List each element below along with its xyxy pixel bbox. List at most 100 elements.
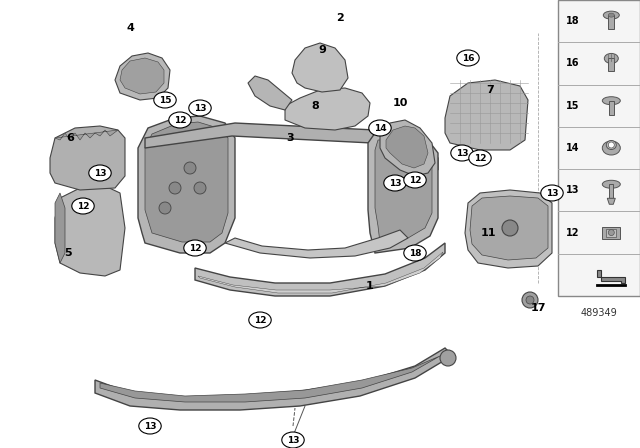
Ellipse shape — [369, 120, 391, 136]
Text: 13: 13 — [144, 422, 156, 431]
Text: 16: 16 — [461, 53, 474, 63]
Text: 12: 12 — [77, 202, 89, 211]
Bar — [608, 58, 614, 71]
Polygon shape — [120, 58, 164, 94]
Ellipse shape — [282, 432, 304, 448]
Ellipse shape — [384, 175, 406, 191]
Polygon shape — [375, 140, 432, 243]
Text: 13: 13 — [287, 435, 300, 444]
Text: 12: 12 — [253, 315, 266, 324]
Ellipse shape — [154, 92, 176, 108]
Polygon shape — [386, 126, 428, 168]
Polygon shape — [100, 356, 440, 402]
Text: 16: 16 — [566, 58, 579, 69]
Bar — [602, 227, 620, 239]
Text: 14: 14 — [566, 143, 579, 153]
Polygon shape — [285, 88, 370, 130]
Text: 6: 6 — [66, 133, 74, 143]
Polygon shape — [50, 126, 125, 190]
Polygon shape — [55, 130, 118, 140]
Bar — [558, 0, 640, 296]
Text: 3: 3 — [286, 133, 294, 143]
Polygon shape — [380, 120, 435, 176]
Ellipse shape — [541, 185, 563, 201]
Text: 15: 15 — [566, 101, 579, 111]
Ellipse shape — [249, 312, 271, 328]
Polygon shape — [470, 196, 548, 260]
Bar — [609, 184, 613, 198]
Bar — [608, 15, 614, 29]
Ellipse shape — [602, 141, 620, 155]
Polygon shape — [145, 123, 438, 170]
Text: 12: 12 — [189, 244, 201, 253]
Polygon shape — [445, 80, 528, 150]
Text: 13: 13 — [456, 148, 468, 158]
Ellipse shape — [602, 180, 620, 188]
Text: 489349: 489349 — [580, 308, 618, 318]
Ellipse shape — [184, 240, 206, 256]
Ellipse shape — [169, 112, 191, 128]
Text: 4: 4 — [126, 23, 134, 33]
Ellipse shape — [468, 150, 492, 166]
Polygon shape — [195, 243, 445, 296]
Polygon shape — [95, 348, 450, 410]
Text: 13: 13 — [388, 178, 401, 188]
Text: 8: 8 — [311, 101, 319, 111]
Text: 18: 18 — [566, 16, 580, 26]
Text: 13: 13 — [93, 168, 106, 177]
Polygon shape — [248, 76, 292, 110]
Ellipse shape — [606, 141, 616, 150]
Circle shape — [608, 142, 614, 148]
Circle shape — [184, 162, 196, 174]
Polygon shape — [145, 122, 228, 242]
Ellipse shape — [189, 100, 211, 116]
Polygon shape — [225, 230, 408, 258]
Bar — [606, 228, 616, 237]
Text: 1: 1 — [366, 281, 374, 291]
Circle shape — [194, 182, 206, 194]
Polygon shape — [55, 193, 65, 263]
Text: 14: 14 — [374, 124, 387, 133]
Circle shape — [526, 296, 534, 304]
Polygon shape — [465, 190, 552, 268]
Text: 12: 12 — [409, 176, 421, 185]
Polygon shape — [292, 43, 348, 92]
Ellipse shape — [457, 50, 479, 66]
Circle shape — [502, 220, 518, 236]
Bar — [609, 101, 614, 115]
Polygon shape — [115, 53, 170, 100]
Text: 9: 9 — [318, 45, 326, 55]
Ellipse shape — [604, 11, 620, 19]
Text: 7: 7 — [486, 85, 494, 95]
Ellipse shape — [404, 172, 426, 188]
Text: 5: 5 — [64, 248, 72, 258]
Ellipse shape — [72, 198, 94, 214]
Text: 12: 12 — [173, 116, 186, 125]
Text: 12: 12 — [566, 228, 579, 237]
Ellipse shape — [89, 165, 111, 181]
Circle shape — [522, 292, 538, 308]
Text: 18: 18 — [409, 249, 421, 258]
Text: 17: 17 — [531, 303, 546, 313]
Text: 10: 10 — [392, 98, 408, 108]
Polygon shape — [138, 116, 235, 253]
Text: 13: 13 — [546, 189, 558, 198]
Text: 15: 15 — [159, 95, 172, 104]
Ellipse shape — [451, 145, 473, 161]
Ellipse shape — [139, 418, 161, 434]
Ellipse shape — [404, 245, 426, 261]
Text: 12: 12 — [474, 154, 486, 163]
Circle shape — [159, 202, 171, 214]
Polygon shape — [368, 133, 438, 253]
Ellipse shape — [604, 53, 618, 64]
Polygon shape — [198, 252, 443, 293]
Circle shape — [440, 350, 456, 366]
Polygon shape — [55, 186, 125, 276]
Text: 2: 2 — [336, 13, 344, 23]
Circle shape — [169, 182, 181, 194]
Text: 11: 11 — [480, 228, 496, 238]
Text: 13: 13 — [194, 103, 206, 112]
Text: 13: 13 — [566, 185, 579, 195]
Polygon shape — [597, 270, 625, 283]
Ellipse shape — [602, 97, 620, 105]
